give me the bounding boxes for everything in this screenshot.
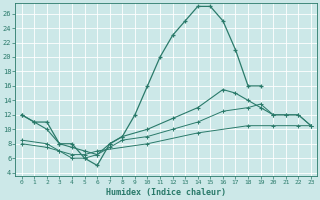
X-axis label: Humidex (Indice chaleur): Humidex (Indice chaleur) [106, 188, 226, 197]
